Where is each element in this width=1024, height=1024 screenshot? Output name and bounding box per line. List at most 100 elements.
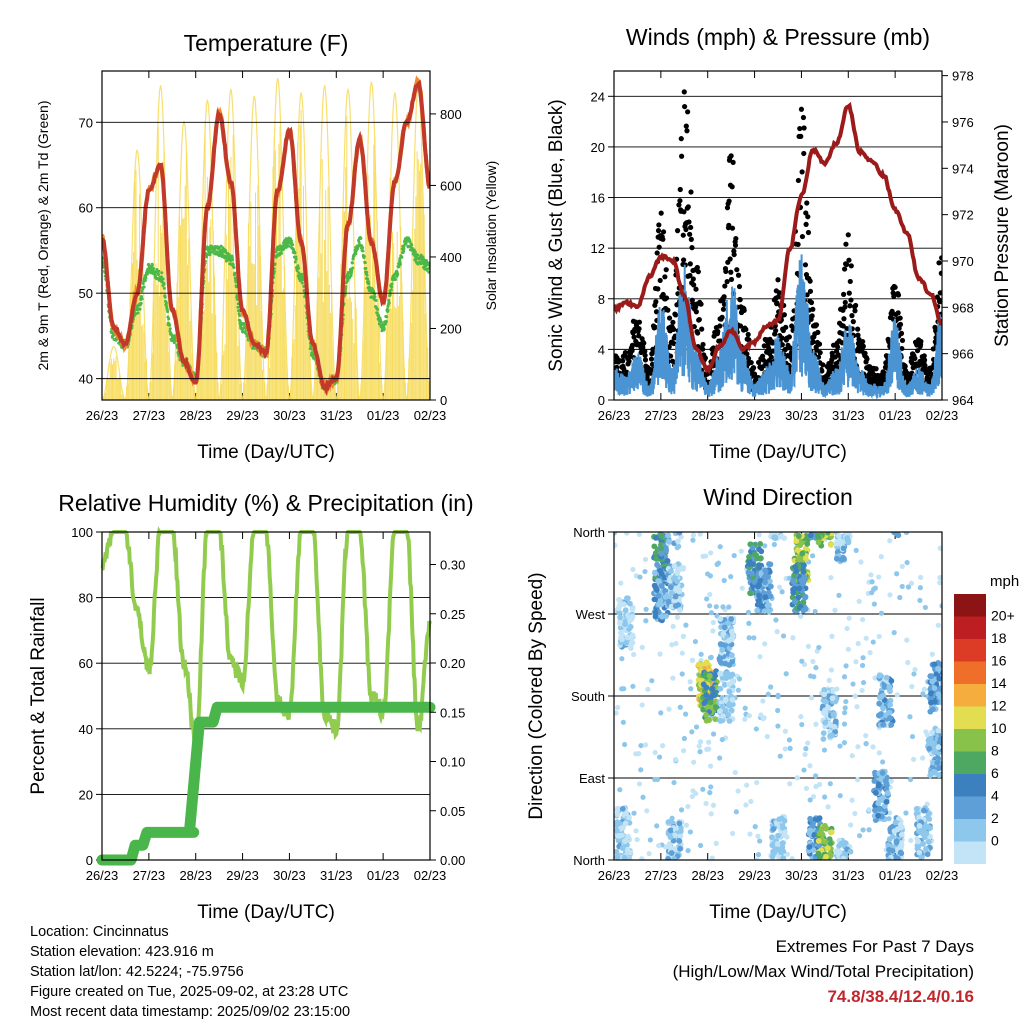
y-right-tick-label: 0.15 bbox=[440, 705, 465, 720]
direction-point bbox=[621, 741, 628, 748]
x-tick-label: 01/23 bbox=[879, 868, 912, 883]
winds-ylabel-right: Station Pressure (Maroon) bbox=[992, 124, 1013, 347]
direction-point bbox=[897, 821, 904, 827]
direction-point bbox=[689, 657, 696, 663]
direction-point bbox=[652, 613, 659, 620]
x-tick-label: 30/23 bbox=[273, 408, 306, 423]
direction-point bbox=[762, 573, 769, 580]
direction-point bbox=[762, 568, 769, 575]
direction-point bbox=[616, 609, 622, 616]
direction-point bbox=[746, 713, 752, 719]
direction-point bbox=[676, 532, 683, 536]
x-tick-label: 01/23 bbox=[367, 868, 400, 883]
direction-point bbox=[928, 673, 935, 680]
direction-point bbox=[915, 838, 922, 845]
direction-point bbox=[685, 803, 691, 810]
direction-point bbox=[791, 572, 797, 579]
x-tick-label: 31/23 bbox=[832, 408, 865, 423]
direction-point bbox=[659, 613, 665, 620]
direction-point bbox=[677, 828, 684, 835]
x-tick-label: 26/23 bbox=[86, 408, 119, 423]
direction-point bbox=[758, 602, 765, 609]
direction-point bbox=[853, 659, 859, 665]
x-tick-label: 29/23 bbox=[738, 408, 771, 423]
direction-point bbox=[798, 613, 804, 620]
direction-point bbox=[703, 717, 710, 724]
direction-point bbox=[639, 856, 645, 860]
y-tick-label: 60 bbox=[79, 201, 93, 216]
y-tick-label: 12 bbox=[591, 241, 605, 256]
direction-point bbox=[726, 604, 732, 610]
direction-point bbox=[665, 538, 672, 545]
direction-point bbox=[680, 633, 686, 639]
direction-point bbox=[722, 707, 729, 714]
direction-point bbox=[668, 850, 675, 856]
created-text: Figure created on Tue, 2025-09-02, at 23… bbox=[30, 984, 349, 1000]
direction-point bbox=[836, 592, 842, 598]
direction-point bbox=[670, 575, 677, 582]
direction-point bbox=[810, 847, 817, 854]
colorbar-swatch bbox=[954, 684, 986, 707]
y-right-tick-label: 200 bbox=[440, 321, 462, 336]
direction-point bbox=[782, 746, 788, 752]
colorbar-unit: mph bbox=[990, 573, 1019, 590]
direction-point bbox=[931, 740, 938, 746]
direction-point bbox=[875, 812, 881, 819]
direction-point bbox=[872, 790, 879, 796]
y-right-tick-label: 976 bbox=[952, 115, 974, 130]
direction-point bbox=[720, 604, 726, 610]
y-right-tick-label: 400 bbox=[440, 250, 462, 265]
direction-point bbox=[717, 670, 724, 677]
direction-point bbox=[745, 609, 751, 615]
direction-point bbox=[821, 691, 828, 698]
direction-point bbox=[627, 624, 634, 630]
direction-point bbox=[689, 793, 695, 800]
direction-point bbox=[709, 855, 715, 860]
direction-point bbox=[828, 575, 834, 581]
direction-point bbox=[762, 594, 769, 601]
direction-point bbox=[883, 674, 890, 681]
direction-point bbox=[889, 848, 896, 854]
direction-point bbox=[739, 585, 745, 591]
direction-point bbox=[627, 849, 634, 856]
direction-point bbox=[719, 736, 725, 743]
direction-point bbox=[936, 675, 942, 682]
direction-point bbox=[712, 716, 719, 723]
direction-point bbox=[894, 692, 900, 698]
direction-point bbox=[717, 616, 724, 622]
direction-point bbox=[690, 532, 697, 538]
direction-point bbox=[863, 635, 869, 641]
direction-point bbox=[672, 587, 679, 593]
direction-point bbox=[856, 833, 863, 839]
direction-point bbox=[856, 598, 862, 604]
direction-point bbox=[816, 644, 822, 651]
direction-point bbox=[725, 712, 732, 718]
direction-point bbox=[912, 666, 918, 673]
y-tick-label: 60 bbox=[79, 656, 93, 671]
direction-point bbox=[751, 551, 758, 557]
direction-point bbox=[790, 589, 797, 596]
direction-point bbox=[937, 545, 942, 551]
direction-point bbox=[707, 699, 714, 706]
direction-point bbox=[728, 616, 735, 622]
direction-point bbox=[830, 711, 837, 717]
direction-point bbox=[885, 857, 892, 860]
direction-point bbox=[886, 810, 893, 816]
direction-point bbox=[822, 699, 829, 705]
direction-point bbox=[619, 656, 625, 662]
x-tick-label: 02/23 bbox=[926, 408, 959, 423]
y-tick-label: 8 bbox=[598, 292, 605, 307]
direction-point bbox=[778, 849, 784, 856]
direction-point bbox=[627, 600, 633, 607]
direction-point bbox=[903, 532, 910, 536]
direction-point bbox=[693, 724, 700, 730]
direction-point bbox=[649, 678, 655, 684]
direction-point bbox=[643, 606, 649, 612]
direction-point bbox=[673, 640, 679, 647]
direction-point bbox=[824, 532, 831, 536]
direction-point bbox=[775, 707, 781, 714]
direction-point bbox=[924, 851, 931, 858]
direction-point bbox=[666, 843, 673, 850]
x-tick-label: 29/23 bbox=[738, 868, 771, 883]
direction-point bbox=[898, 841, 905, 848]
